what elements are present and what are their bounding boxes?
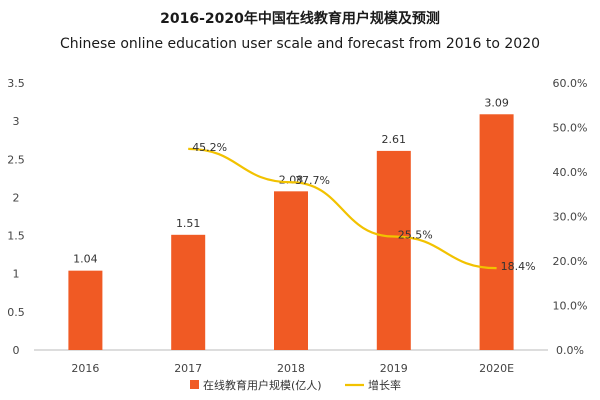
y-right-tick-label: 40.0% — [553, 166, 588, 179]
legend-bar-label: 在线教育用户规模(亿人) — [203, 378, 322, 392]
y-right-tick-label: 50.0% — [553, 122, 588, 135]
y-left-tick-label: 1.5 — [7, 230, 25, 243]
y-right-tick-label: 0.0% — [556, 344, 584, 357]
x-tick-label: 2017 — [174, 362, 202, 375]
y-right-tick-label: 60.0% — [553, 77, 588, 90]
bar-value-label: 3.09 — [484, 96, 509, 109]
y-left-tick-label: 0 — [13, 344, 20, 357]
x-tick-label: 2018 — [277, 362, 305, 375]
y-right-tick-label: 10.0% — [553, 300, 588, 313]
bar-value-label: 2.61 — [382, 133, 407, 146]
bar — [68, 270, 103, 350]
line-value-label: 18.4% — [501, 260, 536, 273]
y-left-tick-label: 1 — [13, 268, 20, 281]
bar — [274, 191, 308, 350]
bar-value-label: 1.04 — [73, 253, 98, 266]
y-right-tick-label: 20.0% — [553, 255, 588, 268]
line-value-label: 45.2% — [192, 141, 227, 154]
y-left-tick-label: 3.5 — [7, 77, 25, 90]
legend-line-label: 增长率 — [368, 378, 401, 392]
x-tick-label: 2016 — [71, 362, 99, 375]
chart-subtitle: Chinese online education user scale and … — [59, 36, 541, 52]
bar — [376, 150, 411, 350]
y-left-tick-label: 0.5 — [7, 306, 25, 319]
y-left-tick-label: 2.5 — [7, 153, 25, 166]
x-tick-label: 2020E — [479, 362, 514, 375]
bar — [479, 114, 514, 350]
legend-bar-swatch — [190, 380, 199, 389]
y-right-tick-label: 30.0% — [553, 211, 588, 224]
chart-title: 2016-2020年中国在线教育用户规模及预测 — [160, 11, 440, 27]
y-left-tick-label: 2 — [13, 191, 20, 204]
growth-rate-line — [188, 147, 497, 270]
line-value-label: 37.7% — [295, 174, 330, 187]
bar — [171, 234, 206, 350]
x-tick-label: 2019 — [380, 362, 408, 375]
y-left-tick-label: 3 — [13, 115, 20, 128]
line-value-label: 25.5% — [398, 229, 433, 242]
bar-value-label: 1.51 — [176, 217, 201, 230]
